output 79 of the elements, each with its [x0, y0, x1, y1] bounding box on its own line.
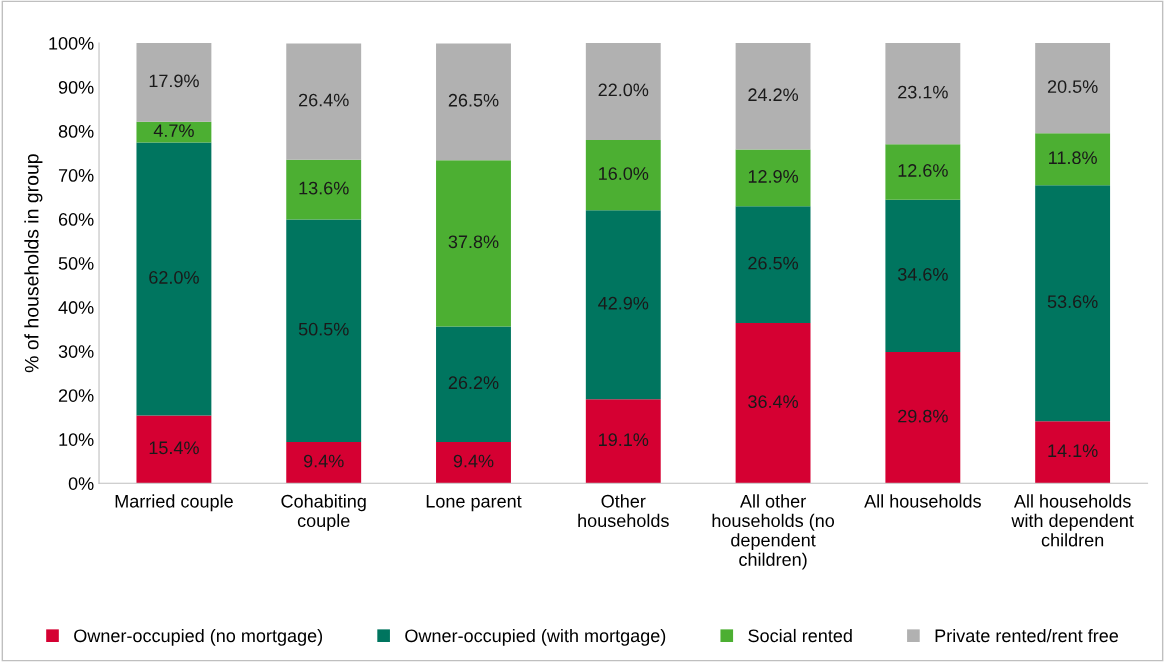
bar — [735, 206, 811, 324]
x-tick-label: Cohabiting couple — [281, 494, 366, 531]
data-label: 20.5% — [1047, 80, 1098, 93]
bar — [735, 43, 811, 150]
data-label: 17.9% — [149, 74, 199, 88]
bar — [136, 121, 212, 143]
bar — [436, 43, 511, 161]
bar — [286, 219, 362, 442]
bar — [585, 210, 661, 400]
bar — [436, 160, 511, 327]
bar — [885, 352, 961, 484]
y-tick-label: 10% — [59, 433, 94, 446]
bar — [885, 43, 961, 145]
bar — [136, 142, 212, 416]
bar — [136, 43, 212, 122]
bar — [286, 43, 362, 160]
y-axis-title: % of households in group — [24, 154, 43, 373]
legend-label: Owner-occupied (no mortgage) — [74, 628, 323, 646]
data-label: 19.1% — [599, 433, 649, 447]
y-tick-label: 100% — [49, 36, 94, 50]
bar — [585, 43, 661, 140]
data-label: 14.1% — [1048, 444, 1098, 457]
data-label: 11.8% — [1049, 151, 1097, 165]
y-tick-label: 70% — [58, 169, 94, 182]
data-label: 53.6% — [1047, 295, 1098, 309]
data-label: 9.4% — [453, 454, 494, 468]
bar — [436, 326, 511, 442]
bar — [286, 441, 362, 484]
x-tick-label: Lone parent — [426, 495, 522, 512]
data-label: 37.8% — [448, 235, 499, 249]
bar — [735, 323, 811, 484]
x-tick-label: Other households — [578, 494, 669, 528]
bar — [885, 199, 961, 353]
data-label: 9.4% — [303, 454, 344, 468]
x-tick-label: Married couple — [115, 494, 233, 512]
bar — [136, 415, 212, 484]
bar — [1035, 133, 1111, 186]
y-tick-label: 50% — [58, 257, 94, 270]
bar — [1035, 421, 1111, 484]
y-tick-label: 80% — [58, 125, 94, 138]
data-label: 26.5% — [748, 256, 799, 270]
y-tick-label: 40% — [58, 301, 94, 314]
data-label: 22.0% — [598, 83, 649, 97]
legend-label: Owner-occupied (with mortgage) — [405, 628, 666, 646]
data-label: 62.0% — [149, 271, 199, 284]
bar — [1035, 43, 1111, 134]
y-tick-label: 20% — [58, 389, 94, 402]
y-tick-label: 0% — [68, 477, 94, 490]
data-label: 12.9% — [748, 170, 799, 183]
y-tick-label: 90% — [58, 80, 94, 94]
bar — [585, 139, 661, 211]
bar — [585, 399, 661, 484]
bar — [1035, 185, 1111, 422]
data-label: 13.6% — [299, 181, 349, 195]
bar — [885, 144, 961, 200]
legend-label: Private rented/rent free — [935, 628, 1119, 643]
data-label: 16.0% — [599, 167, 649, 180]
data-label: 29.8% — [898, 409, 948, 423]
data-label: 26.5% — [448, 93, 499, 107]
x-tick-label: All households — [864, 494, 981, 508]
x-tick-label: All other households (no dependent children) — [712, 494, 835, 570]
y-tick-label: 30% — [58, 345, 94, 358]
x-tick-label: All households with dependent children — [1011, 494, 1134, 547]
data-label: 26.2% — [448, 376, 499, 390]
data-label: 42.9% — [598, 296, 649, 310]
data-label: 34.6% — [897, 267, 948, 281]
data-label: 50.5% — [298, 322, 349, 336]
bar — [436, 441, 511, 484]
bar — [286, 159, 362, 220]
data-label: 26.4% — [299, 93, 349, 107]
legend-label: Social rented — [748, 628, 852, 643]
data-label: 4.7% — [153, 124, 194, 137]
y-tick-label: 60% — [58, 213, 94, 226]
data-label: 36.4% — [748, 395, 799, 408]
data-label: 12.6% — [898, 164, 948, 177]
data-label: 24.2% — [748, 88, 799, 102]
bar — [735, 149, 811, 207]
data-label: 23.1% — [898, 85, 948, 99]
data-label: 15.4% — [149, 441, 199, 455]
